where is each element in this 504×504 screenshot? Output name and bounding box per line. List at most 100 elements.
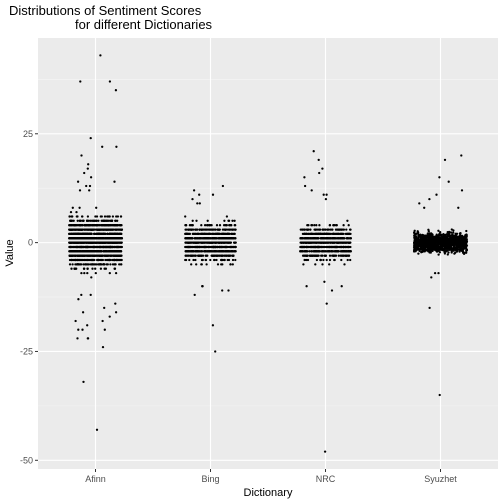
data-point bbox=[205, 263, 208, 266]
data-point bbox=[305, 285, 308, 288]
data-point bbox=[75, 237, 78, 240]
data-point bbox=[437, 229, 440, 232]
data-point bbox=[86, 267, 89, 270]
data-point bbox=[325, 193, 328, 196]
data-point bbox=[457, 241, 461, 244]
data-point bbox=[228, 228, 231, 231]
data-point bbox=[205, 224, 209, 227]
data-point bbox=[189, 245, 192, 249]
data-point bbox=[226, 258, 229, 262]
data-point bbox=[458, 245, 461, 249]
data-point bbox=[86, 324, 89, 327]
data-point bbox=[233, 219, 236, 222]
data-point bbox=[85, 241, 88, 244]
data-point bbox=[207, 250, 211, 253]
data-point bbox=[430, 240, 433, 243]
data-point bbox=[229, 245, 233, 249]
data-point bbox=[69, 219, 72, 222]
data-point bbox=[118, 263, 121, 266]
data-point bbox=[309, 245, 312, 249]
data-point bbox=[191, 197, 194, 201]
data-point bbox=[75, 210, 78, 214]
data-point bbox=[114, 271, 118, 275]
data-point bbox=[70, 215, 73, 218]
data-point bbox=[342, 232, 345, 236]
data-point bbox=[300, 228, 304, 231]
data-point bbox=[204, 250, 207, 253]
data-point bbox=[460, 154, 463, 157]
data-point bbox=[108, 215, 111, 218]
data-point bbox=[86, 228, 89, 231]
data-point bbox=[309, 228, 312, 231]
data-point bbox=[200, 241, 204, 244]
data-point bbox=[230, 250, 233, 253]
data-point bbox=[428, 197, 431, 201]
data-point bbox=[95, 206, 98, 209]
data-point bbox=[101, 241, 105, 244]
data-point bbox=[333, 245, 337, 249]
data-point bbox=[424, 235, 428, 238]
data-point bbox=[101, 345, 105, 349]
data-point bbox=[109, 245, 112, 249]
data-point bbox=[72, 228, 75, 231]
data-point bbox=[319, 258, 322, 262]
data-point bbox=[82, 263, 85, 266]
data-point bbox=[79, 219, 82, 222]
data-point bbox=[106, 241, 109, 244]
data-point bbox=[97, 263, 100, 266]
data-point bbox=[221, 184, 225, 188]
data-point bbox=[444, 238, 447, 241]
data-point bbox=[108, 258, 111, 262]
data-point bbox=[203, 224, 207, 227]
data-point bbox=[463, 251, 466, 254]
data-point bbox=[201, 285, 204, 288]
data-point bbox=[428, 248, 431, 252]
data-point bbox=[204, 258, 207, 262]
data-point bbox=[461, 238, 465, 242]
data-point bbox=[96, 254, 99, 257]
data-point bbox=[212, 241, 215, 244]
data-point bbox=[184, 254, 187, 257]
data-point bbox=[194, 258, 197, 262]
data-point bbox=[107, 224, 110, 227]
data-point bbox=[75, 245, 78, 249]
data-point bbox=[95, 258, 99, 262]
data-point bbox=[89, 293, 92, 297]
data-point bbox=[207, 224, 211, 227]
data-point bbox=[90, 228, 93, 231]
data-point bbox=[77, 228, 80, 231]
data-point bbox=[433, 271, 437, 275]
data-point bbox=[314, 241, 317, 244]
data-point bbox=[318, 171, 321, 175]
data-point bbox=[224, 232, 227, 236]
data-point bbox=[324, 237, 327, 240]
data-point bbox=[303, 237, 306, 240]
data-point bbox=[99, 254, 102, 257]
data-point bbox=[188, 237, 191, 240]
data-point bbox=[95, 232, 98, 236]
data-point bbox=[93, 263, 96, 266]
data-point bbox=[438, 236, 442, 239]
data-point bbox=[115, 224, 118, 227]
data-point bbox=[105, 228, 108, 231]
data-point bbox=[417, 252, 420, 255]
data-point bbox=[331, 254, 334, 257]
data-point bbox=[77, 237, 80, 240]
data-point bbox=[185, 228, 188, 231]
data-point bbox=[88, 189, 91, 192]
data-point bbox=[337, 250, 340, 253]
data-point bbox=[83, 267, 86, 270]
data-point bbox=[83, 171, 86, 175]
data-point bbox=[188, 258, 191, 262]
data-point bbox=[201, 232, 204, 236]
data-point bbox=[226, 232, 229, 236]
data-point bbox=[328, 237, 331, 240]
data-point bbox=[214, 232, 217, 236]
data-point bbox=[69, 254, 72, 257]
data-point bbox=[103, 306, 106, 310]
data-point bbox=[109, 232, 112, 236]
data-point bbox=[117, 232, 121, 236]
data-point bbox=[340, 245, 343, 249]
data-point bbox=[446, 233, 449, 236]
data-point bbox=[305, 237, 309, 240]
